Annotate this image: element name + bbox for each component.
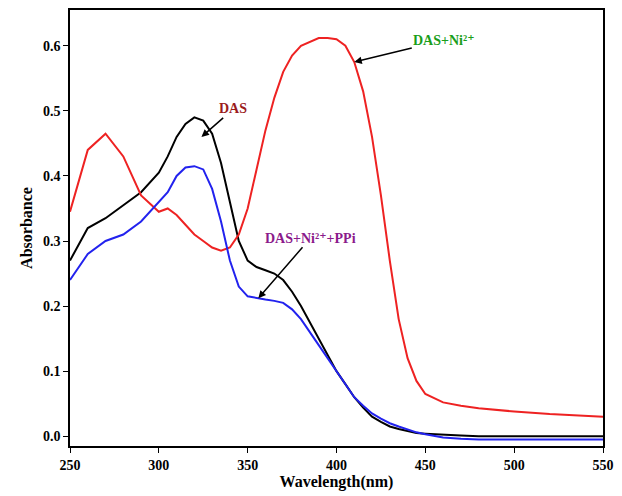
svg-text:Wavelength(nm): Wavelength(nm) [280,473,394,491]
svg-text:500: 500 [504,458,525,473]
svg-text:Absorbance: Absorbance [18,187,35,269]
svg-text:0.2: 0.2 [43,299,61,314]
svg-text:450: 450 [415,458,436,473]
svg-text:250: 250 [60,458,81,473]
svg-text:350: 350 [237,458,258,473]
svg-text:DAS+Ni²⁺: DAS+Ni²⁺ [413,33,475,48]
svg-text:0.1: 0.1 [43,364,61,379]
svg-text:0.4: 0.4 [43,169,61,184]
svg-text:550: 550 [593,458,614,473]
svg-text:0.0: 0.0 [43,429,61,444]
svg-text:300: 300 [148,458,169,473]
svg-text:0.3: 0.3 [43,234,61,249]
svg-text:400: 400 [326,458,347,473]
svg-text:DAS: DAS [219,101,247,116]
svg-text:DAS+Ni²⁺+PPi: DAS+Ni²⁺+PPi [265,231,356,246]
svg-text:0.6: 0.6 [43,39,61,54]
svg-text:0.5: 0.5 [43,104,61,119]
